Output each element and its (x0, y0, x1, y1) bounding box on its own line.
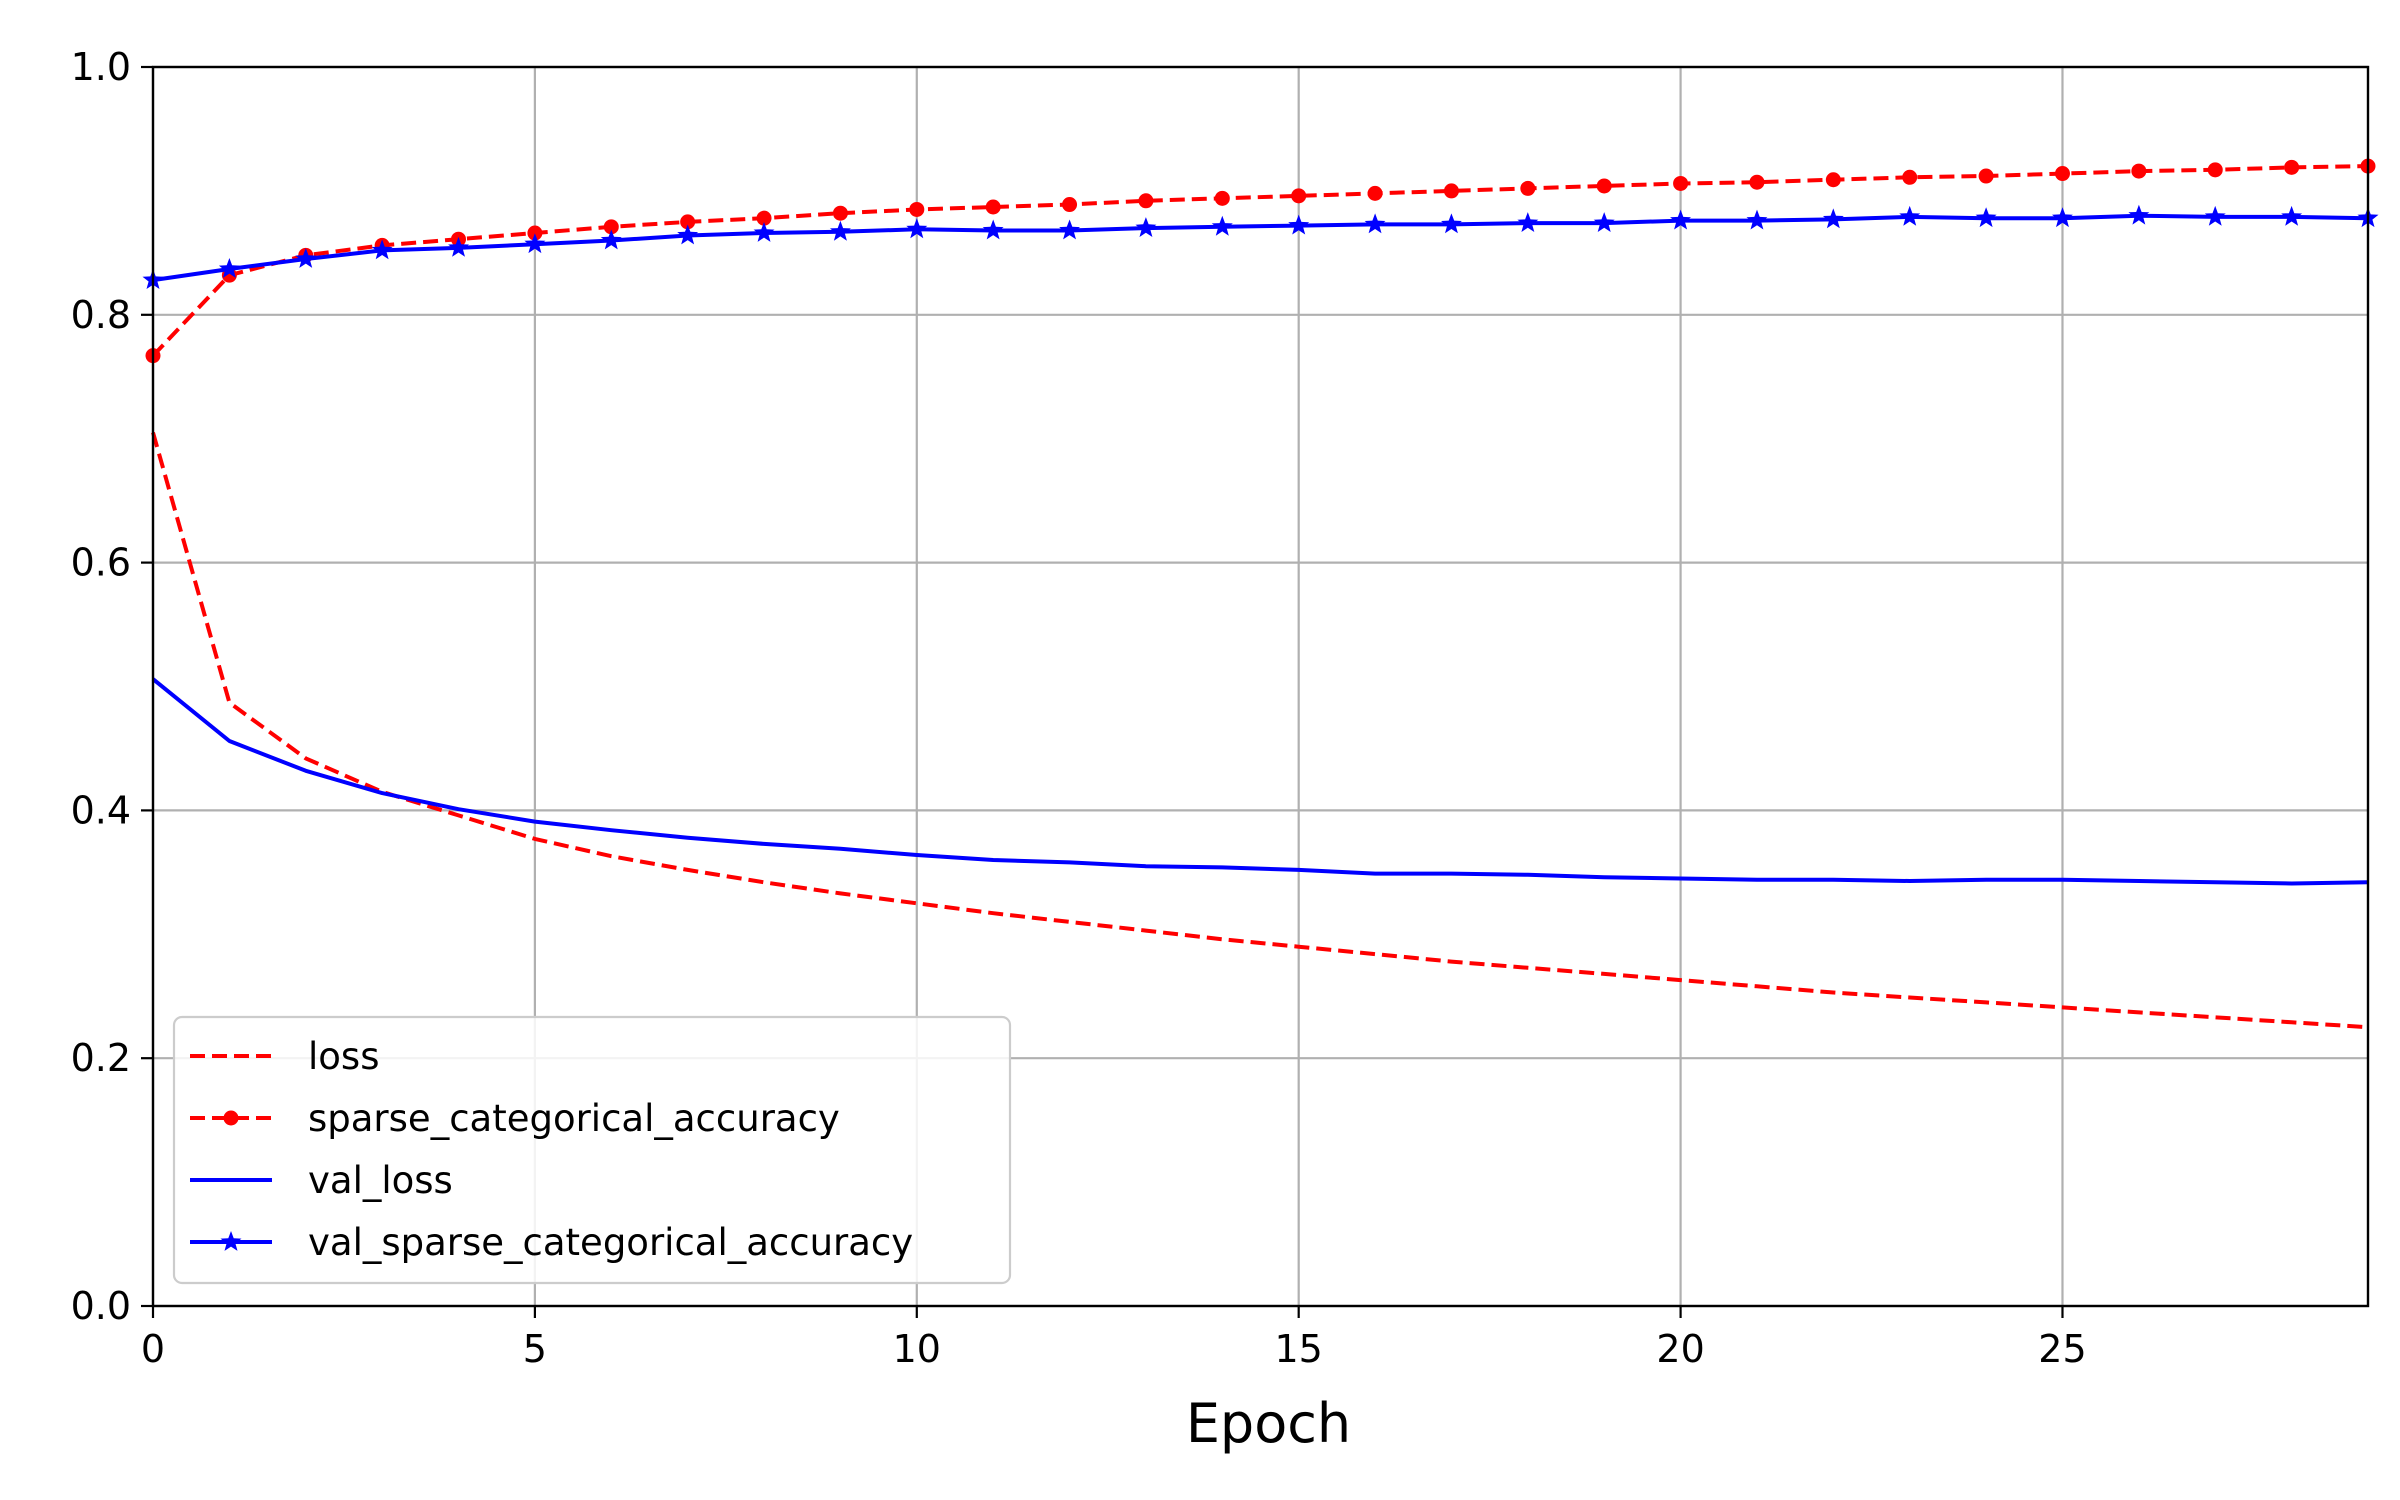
y-tick-label: 0.6 (71, 541, 131, 585)
data-point (448, 236, 469, 257)
data-point (527, 225, 543, 241)
legend-item: sparse_categorical_accuracy (190, 1097, 840, 1140)
data-point (1138, 193, 1154, 209)
series-layer (142, 158, 2379, 1030)
x-tick-label: 25 (2038, 1327, 2086, 1371)
data-point (1517, 212, 1539, 232)
data-point (1214, 190, 1230, 206)
legend-marker (223, 1110, 239, 1126)
legend: loss sparse_categorical_accuracy val_lossv… (172, 1015, 1012, 1285)
data-point (1211, 215, 1233, 236)
data-point (1899, 205, 1921, 226)
data-point (1135, 217, 1157, 237)
data-point (832, 205, 848, 221)
data-point (1059, 219, 1080, 240)
data-point (1367, 185, 1383, 201)
series-val-loss (151, 677, 2369, 886)
x-tick-label: 20 (1656, 1327, 1704, 1371)
data-point (2131, 163, 2147, 179)
axis-ticks: 0 5 10 15 20 25 0.0 0.2 0.4 0.6 0.8 1.0 (71, 45, 2087, 1371)
data-point (1746, 209, 1768, 230)
series-val-sparse-categorical-accuracy (142, 204, 2379, 289)
y-tick-label: 0.0 (71, 1284, 131, 1328)
legend-label: sparse_categorical_accuracy (308, 1097, 840, 1140)
series-line (151, 164, 2369, 358)
data-point (2054, 166, 2070, 182)
legend-marker (220, 1231, 242, 1251)
data-point (830, 220, 851, 241)
x-tick-label: 5 (523, 1327, 547, 1371)
data-point (909, 201, 925, 217)
legend-label: val_sparse_categorical_accuracy (308, 1221, 913, 1264)
data-point (680, 214, 696, 230)
data-point (1441, 213, 1462, 234)
x-tick-label: 0 (141, 1327, 165, 1371)
series-line (151, 677, 2369, 886)
y-tick-label: 0.2 (71, 1036, 131, 1080)
legend-item: val_loss (190, 1159, 453, 1202)
data-point (1978, 168, 1994, 184)
data-point (1364, 213, 1386, 234)
data-point (2204, 205, 2226, 226)
series-loss (151, 431, 2369, 1030)
data-point (1520, 180, 1536, 196)
legend-item: val_sparse_categorical_accuracy (190, 1221, 913, 1264)
data-point (1822, 208, 1844, 229)
series-line (151, 431, 2369, 1030)
data-point (906, 218, 928, 239)
data-point (1443, 183, 1459, 199)
data-point (1825, 172, 1841, 188)
y-tick-label: 1.0 (71, 45, 131, 89)
data-point (1749, 174, 1765, 190)
data-point (2281, 205, 2303, 226)
y-tick-label: 0.8 (71, 293, 131, 337)
data-point (982, 219, 1004, 240)
data-point (2128, 204, 2150, 225)
x-tick-label: 10 (893, 1327, 941, 1371)
x-tick-label: 15 (1275, 1327, 1323, 1371)
data-point (753, 222, 775, 242)
data-point (2207, 162, 2223, 178)
y-tick-label: 0.4 (71, 788, 131, 832)
data-point (1596, 178, 1612, 194)
data-point (218, 258, 240, 278)
legend-label: loss (308, 1035, 379, 1078)
plot-area-frame (151, 65, 2370, 1308)
legend-box (172, 1015, 1012, 1285)
legend-label: val_loss (308, 1159, 453, 1202)
data-point (600, 229, 622, 250)
data-point (2284, 159, 2300, 175)
data-point (1673, 175, 1689, 191)
data-point (371, 239, 393, 260)
data-point (1288, 214, 1310, 235)
data-point (677, 224, 699, 245)
series-line (152, 213, 2369, 283)
data-point (524, 233, 546, 254)
data-point (756, 210, 772, 226)
data-point (1670, 209, 1691, 230)
data-point (1291, 188, 1307, 204)
data-point (1593, 212, 1615, 232)
legend-item: loss (190, 1035, 379, 1078)
data-point (1975, 207, 1997, 228)
data-point (985, 199, 1001, 215)
data-point (1902, 169, 1918, 185)
data-point (2052, 207, 2073, 228)
data-point (603, 219, 619, 235)
x-axis-title: Epoch (1186, 1392, 1351, 1455)
data-point (1062, 197, 1078, 213)
data-point (295, 248, 317, 268)
